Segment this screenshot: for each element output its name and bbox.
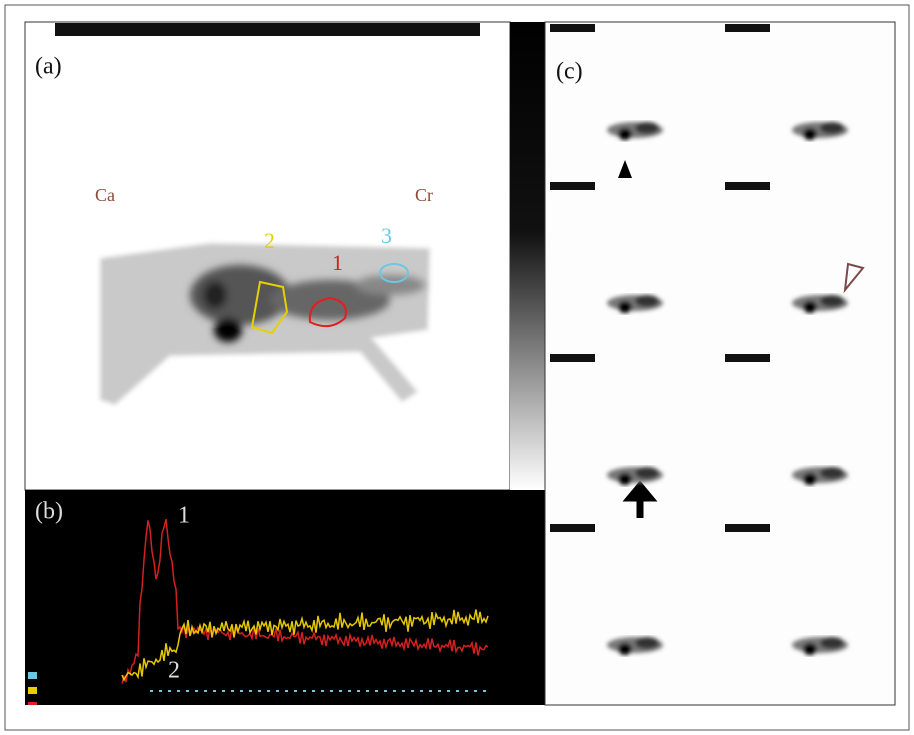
trace-cyan bbox=[294, 690, 297, 692]
trace-cyan bbox=[474, 690, 477, 692]
curve-label: 1 bbox=[178, 503, 190, 529]
trace-cyan bbox=[249, 690, 252, 692]
trace-cyan bbox=[456, 690, 459, 692]
trace-cyan bbox=[366, 690, 369, 692]
frame-tag bbox=[725, 354, 770, 362]
header-bar bbox=[55, 23, 480, 36]
trace-cyan bbox=[195, 690, 198, 692]
trace-cyan bbox=[222, 690, 225, 692]
legend-swatch bbox=[28, 702, 37, 705]
scan-blob bbox=[618, 301, 632, 313]
trace-cyan bbox=[213, 690, 216, 692]
frame-tag bbox=[550, 354, 595, 362]
roi-label: 3 bbox=[381, 223, 392, 248]
scan-blob bbox=[820, 637, 844, 649]
trace-cyan bbox=[411, 690, 414, 692]
panel-label: (c) bbox=[556, 59, 583, 85]
legend-swatch bbox=[28, 687, 37, 694]
roi-label: 1 bbox=[332, 250, 343, 275]
scan-blob bbox=[803, 301, 817, 313]
scan-blob bbox=[635, 637, 659, 649]
trace-cyan bbox=[312, 690, 315, 692]
scan-blob bbox=[635, 122, 659, 134]
panel-label: (b) bbox=[35, 499, 63, 525]
trace-cyan bbox=[465, 690, 468, 692]
trace-cyan bbox=[258, 690, 261, 692]
trace-cyan bbox=[393, 690, 396, 692]
panel-c: (c) bbox=[545, 22, 895, 705]
trace-cyan bbox=[483, 690, 486, 692]
caudal-label: Ca bbox=[95, 185, 115, 205]
scan-blob bbox=[820, 467, 844, 479]
legend-swatch bbox=[28, 672, 37, 679]
trace-cyan bbox=[159, 690, 162, 692]
trace-cyan bbox=[240, 690, 243, 692]
frame-tag bbox=[550, 524, 595, 532]
trace-cyan bbox=[231, 690, 234, 692]
figure: (a) Ca Cr 1 2 3 (b) 1 2 (c) bbox=[0, 0, 914, 735]
scan-blob bbox=[803, 473, 817, 485]
curve-label: 2 bbox=[168, 658, 180, 684]
cranial-label: Cr bbox=[415, 185, 433, 205]
panel-a: (a) Ca Cr 1 2 3 bbox=[25, 22, 545, 490]
scan-blob bbox=[618, 128, 632, 140]
scan-blob bbox=[803, 643, 817, 655]
trace-cyan bbox=[267, 690, 270, 692]
trace-cyan bbox=[438, 690, 441, 692]
panel-c-bg bbox=[545, 22, 895, 705]
panel-b: (b) 1 2 bbox=[25, 490, 545, 705]
panel-b-bg bbox=[25, 490, 545, 705]
panel-label: (a) bbox=[35, 54, 62, 80]
frame-tag bbox=[725, 24, 770, 32]
frame-tag bbox=[550, 24, 595, 32]
trace-cyan bbox=[339, 690, 342, 692]
trace-cyan bbox=[375, 690, 378, 692]
scan-blob bbox=[618, 643, 632, 655]
roi-label: 2 bbox=[264, 228, 275, 253]
trace-cyan bbox=[429, 690, 432, 692]
trace-cyan bbox=[285, 690, 288, 692]
trace-cyan bbox=[276, 690, 279, 692]
scan-blob bbox=[820, 295, 844, 307]
frame-tag bbox=[725, 524, 770, 532]
trace-cyan bbox=[348, 690, 351, 692]
scan-blob bbox=[820, 122, 844, 134]
frame-tag bbox=[725, 182, 770, 190]
scan-blob bbox=[635, 467, 659, 479]
trace-cyan bbox=[384, 690, 387, 692]
scan-blob bbox=[635, 295, 659, 307]
trace-cyan bbox=[177, 690, 180, 692]
trace-cyan bbox=[357, 690, 360, 692]
trace-cyan bbox=[303, 690, 306, 692]
trace-cyan bbox=[447, 690, 450, 692]
scan-blob bbox=[803, 128, 817, 140]
trace-cyan bbox=[186, 690, 189, 692]
scan-blob bbox=[618, 473, 632, 485]
trace-cyan bbox=[402, 690, 405, 692]
gray-scale-bar bbox=[510, 22, 545, 490]
trace-cyan bbox=[321, 690, 324, 692]
trace-cyan bbox=[330, 690, 333, 692]
trace-cyan bbox=[150, 690, 153, 692]
trace-cyan bbox=[168, 690, 171, 692]
frame-tag bbox=[550, 182, 595, 190]
trace-cyan bbox=[204, 690, 207, 692]
trace-cyan bbox=[420, 690, 423, 692]
